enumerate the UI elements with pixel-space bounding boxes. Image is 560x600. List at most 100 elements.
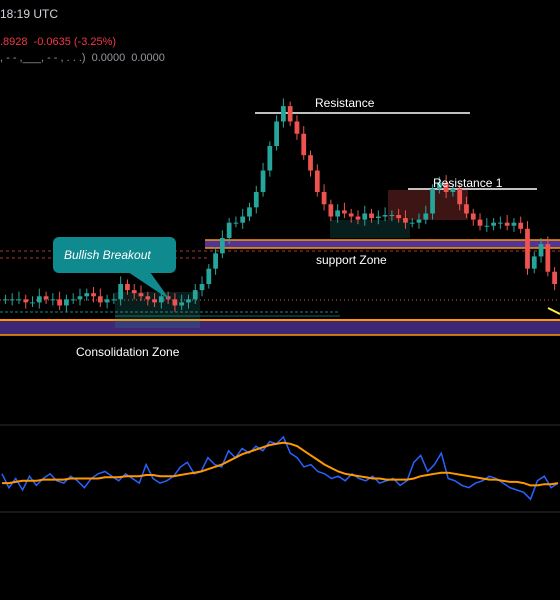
indicator-value-1: 0.0000 [91, 52, 126, 64]
candle-body [287, 106, 293, 122]
candle-body [416, 219, 422, 223]
x-tick-label: 2026 [155, 519, 182, 520]
candle-body [484, 225, 490, 227]
candle-body [511, 222, 517, 226]
candle-body [192, 290, 198, 300]
candle-body [111, 299, 117, 301]
consolidation-zone-band [0, 320, 560, 335]
candle-body [491, 222, 496, 226]
candle-body [470, 213, 476, 220]
candle-body [525, 228, 530, 269]
candle-body [301, 133, 307, 156]
candles-group [3, 98, 557, 312]
candle-body [369, 213, 374, 219]
support-zone-band [205, 240, 560, 248]
indicator-params: , ‑ ‑ ,___, ‑ ‑ , . . .) [0, 52, 86, 64]
candle-body [443, 182, 449, 192]
candle-body [403, 218, 408, 223]
x-tick-label: 13 [392, 519, 406, 520]
candle-body [375, 216, 381, 219]
bottom-area [0, 520, 560, 600]
oscillator-line-orange [2, 441, 559, 487]
candle-body [172, 299, 178, 306]
candle-body [118, 284, 124, 300]
x-axis-ticks: 24 27 2026 4 7 10 13 16 19 [9, 519, 520, 520]
candle-body [253, 192, 259, 208]
x-tick-label: 24 [9, 519, 23, 520]
candle-body [430, 188, 435, 214]
candle-body [206, 268, 212, 284]
candle-body [504, 222, 510, 226]
candle-body [348, 213, 354, 217]
price-change: -0.0635 (-3.25%) [33, 36, 117, 48]
candle-body [213, 253, 218, 269]
candle-body [382, 215, 388, 217]
candle-body [158, 296, 164, 303]
candle-body [199, 284, 205, 291]
candle-body [125, 284, 130, 291]
candle-body [552, 271, 557, 284]
candle-body [23, 299, 29, 303]
candle-body [30, 302, 35, 304]
candle-body [70, 299, 76, 301]
candle-body [240, 216, 246, 223]
bullish-breakout-label: Bullish Breakout [64, 248, 151, 262]
candle-body [138, 293, 144, 297]
candle-body [104, 299, 110, 303]
candle-body [247, 207, 252, 217]
indicator-legend: , ‑ ‑ ,___, ‑ ‑ , . . .) 0.0000 0.0000 [0, 52, 171, 64]
candle-body [16, 299, 22, 301]
candle-body [43, 296, 49, 300]
candle-body [186, 299, 191, 303]
price-value: .8928 [0, 36, 28, 48]
candle-body [274, 121, 279, 146]
candle-body [91, 293, 96, 297]
bullish-breakout-callout: Bullish Breakout [53, 237, 176, 300]
candle-body [396, 215, 402, 219]
candle-body [57, 299, 63, 306]
candle-body [9, 299, 15, 301]
x-tick-label: 27 [66, 519, 80, 520]
consolidation-zone-label: Consolidation Zone [76, 345, 180, 359]
candle-body [267, 146, 273, 171]
candle-body [355, 216, 361, 220]
indicator-value-2: 0.0000 [131, 52, 165, 64]
candle-body [226, 222, 232, 238]
candle-body [423, 213, 429, 220]
candle-body [145, 296, 151, 300]
oscillator-line-blue [1, 435, 559, 501]
x-tick-label: 7 [282, 519, 289, 520]
candle-body [77, 296, 83, 300]
candle-body [294, 121, 300, 134]
candle-body [131, 290, 137, 294]
breakout-box [115, 292, 200, 328]
candle-body [3, 299, 8, 301]
candle-body [314, 170, 320, 192]
trend-line [547, 307, 560, 315]
candle-body [84, 293, 90, 297]
candle-body [531, 256, 537, 269]
candle-body [335, 210, 341, 217]
header-price: .8928 -0.0635 (-3.25%) [0, 36, 122, 48]
candle-body [450, 188, 456, 192]
candle-body [328, 204, 334, 217]
candle-body [436, 182, 442, 189]
x-tick-label: 4 [225, 519, 232, 520]
price-chart[interactable]: Resistance Resistance 1 support Zone Con… [0, 0, 560, 520]
header-time: 18:19 UTC [0, 7, 59, 21]
range-box [330, 220, 410, 238]
candle-body [321, 192, 327, 205]
candle-body [477, 219, 483, 226]
candle-body [362, 213, 368, 220]
candle-body [545, 244, 551, 272]
candle-body [179, 302, 185, 306]
candle-body [518, 222, 524, 229]
candle-body [50, 299, 56, 301]
candle-body [36, 296, 42, 303]
candle-body [497, 222, 503, 224]
candle-body [464, 204, 469, 214]
candle-body [308, 155, 313, 171]
candle-body [219, 238, 225, 254]
oscillator-group [1, 435, 559, 501]
x-tick-label: 16 [449, 519, 463, 520]
